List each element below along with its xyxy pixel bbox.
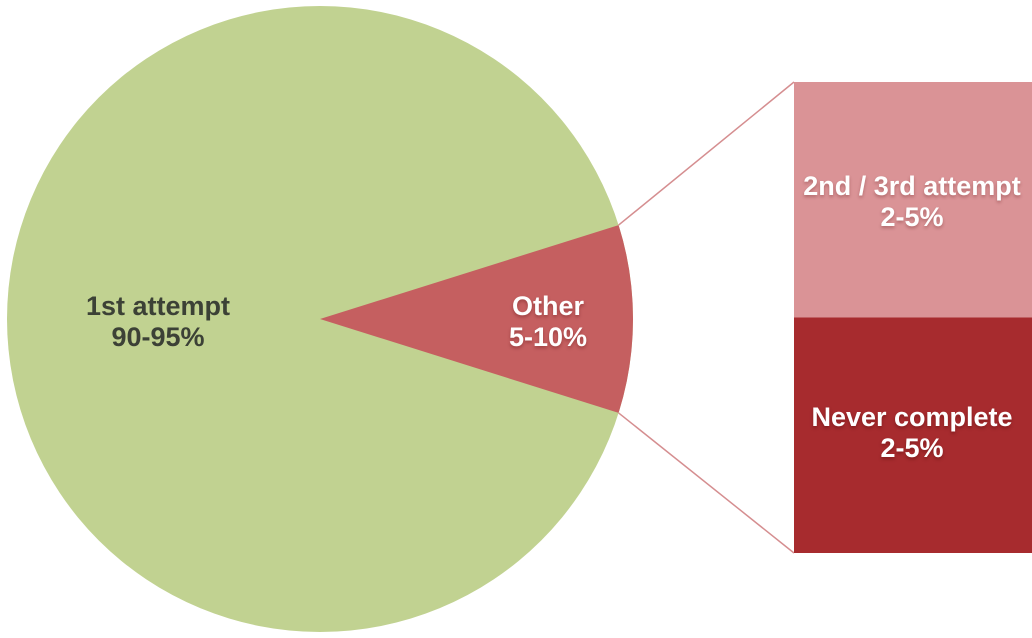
bar-segment-2nd-3rd-attempt — [794, 82, 1032, 318]
connector-line-bottom — [618, 412, 795, 554]
connector-line-top — [618, 81, 795, 226]
bar-segment-never-complete — [794, 317, 1032, 553]
pie-slice-other — [320, 225, 634, 413]
